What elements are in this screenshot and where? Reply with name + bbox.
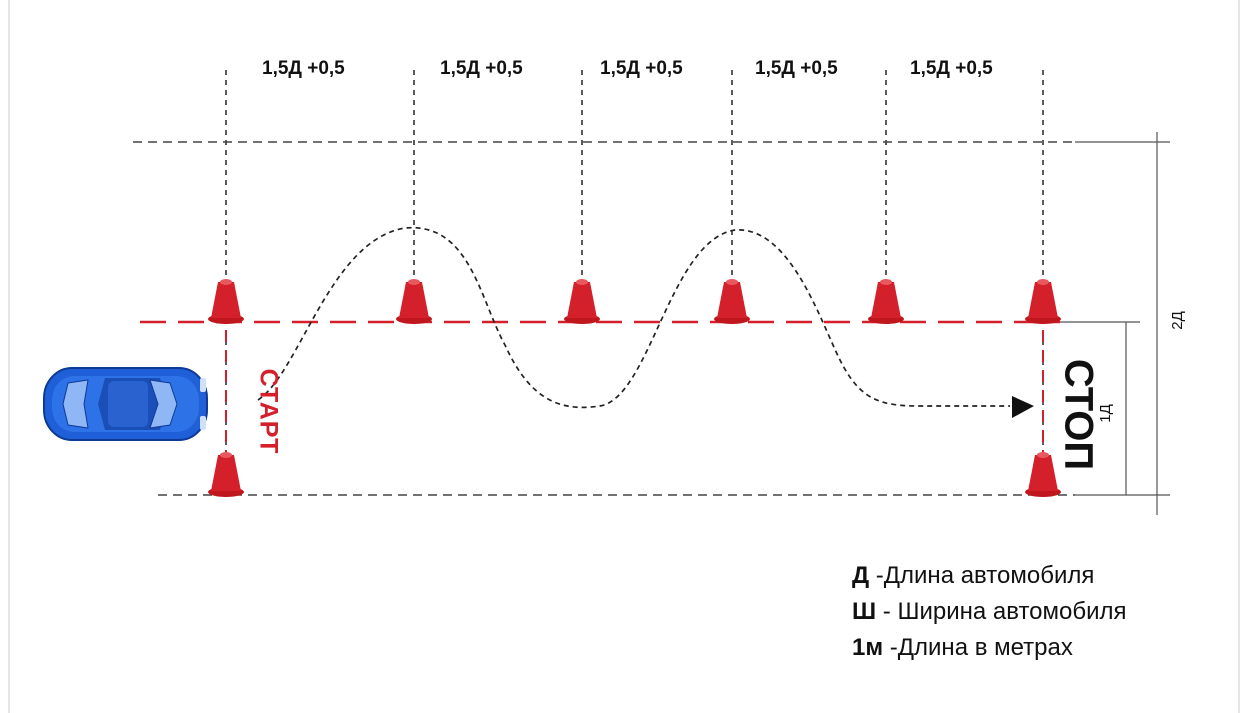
spacing-label: 1,5Д +0,5 xyxy=(755,58,838,79)
dimension-lines xyxy=(1050,132,1170,515)
traffic-cone-icon xyxy=(714,279,750,324)
traffic-cone-icon xyxy=(868,279,904,324)
legend-item: Ш - Ширина автомобиля xyxy=(852,594,1127,630)
legend-symbol: Ш xyxy=(852,598,877,625)
total-width-label: 2Д xyxy=(1168,311,1186,330)
cones xyxy=(208,279,1061,497)
spacing-label: 1,5Д +0,5 xyxy=(910,58,993,79)
traffic-cone-icon xyxy=(564,279,600,324)
stop-label: СТОП xyxy=(1056,358,1101,471)
boundary-lines xyxy=(133,141,1075,496)
snake-path xyxy=(257,227,1010,409)
legend-text: -Длина в метрах xyxy=(883,634,1073,661)
spacing-label: 1,5Д +0,5 xyxy=(600,58,683,79)
vertical-guides xyxy=(225,70,1044,480)
legend-item: Д -Длина автомобиля xyxy=(852,558,1127,594)
legend-symbol: Д xyxy=(852,562,870,589)
traffic-cone-icon xyxy=(1025,279,1061,324)
legend-text: - Ширина автомобиля xyxy=(876,598,1127,625)
traffic-cone-icon xyxy=(396,279,432,324)
start-label: СТАРТ xyxy=(254,368,283,455)
traffic-cone-icon xyxy=(208,279,244,324)
legend-item: 1м -Длина в метрах xyxy=(852,630,1127,666)
spacing-label: 1,5Д +0,5 xyxy=(262,58,345,79)
traffic-cone-icon xyxy=(1025,452,1061,497)
arrow-head-icon xyxy=(1012,396,1034,418)
legend-text: -Длина автомобиля xyxy=(869,562,1095,589)
spacing-label: 1,5Д +0,5 xyxy=(440,58,523,79)
traffic-cone-icon xyxy=(208,452,244,497)
car-icon xyxy=(43,367,208,441)
frame xyxy=(8,0,1240,713)
legend: Д -Длина автомобиля Ш - Ширина автомобил… xyxy=(852,558,1127,666)
legend-symbol: 1м xyxy=(852,634,884,661)
